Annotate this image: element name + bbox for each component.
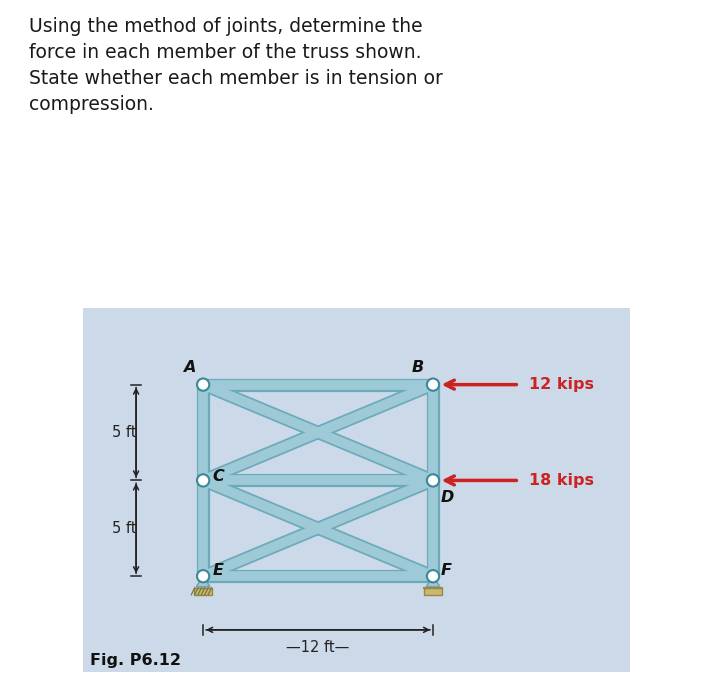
Text: 5 ft: 5 ft bbox=[112, 425, 137, 440]
Circle shape bbox=[197, 475, 210, 486]
Circle shape bbox=[427, 475, 439, 486]
Text: Fig. P6.12: Fig. P6.12 bbox=[90, 654, 181, 668]
Text: Using the method of joints, determine the
force in each member of the truss show: Using the method of joints, determine th… bbox=[29, 18, 443, 113]
Text: C: C bbox=[212, 469, 225, 484]
Circle shape bbox=[427, 379, 439, 391]
Polygon shape bbox=[194, 588, 212, 595]
Text: A: A bbox=[183, 360, 195, 375]
Text: 5 ft: 5 ft bbox=[112, 521, 137, 536]
Polygon shape bbox=[197, 576, 210, 587]
Polygon shape bbox=[424, 588, 442, 595]
Text: 18 kips: 18 kips bbox=[528, 473, 594, 488]
Text: —12 ft—: —12 ft— bbox=[287, 640, 350, 655]
Text: B: B bbox=[411, 360, 423, 375]
Polygon shape bbox=[426, 576, 440, 587]
Circle shape bbox=[197, 379, 210, 391]
Text: E: E bbox=[212, 563, 224, 578]
Circle shape bbox=[197, 570, 210, 582]
Text: D: D bbox=[441, 490, 454, 505]
Text: 12 kips: 12 kips bbox=[528, 377, 594, 392]
Circle shape bbox=[427, 570, 439, 582]
Text: F: F bbox=[441, 563, 451, 578]
